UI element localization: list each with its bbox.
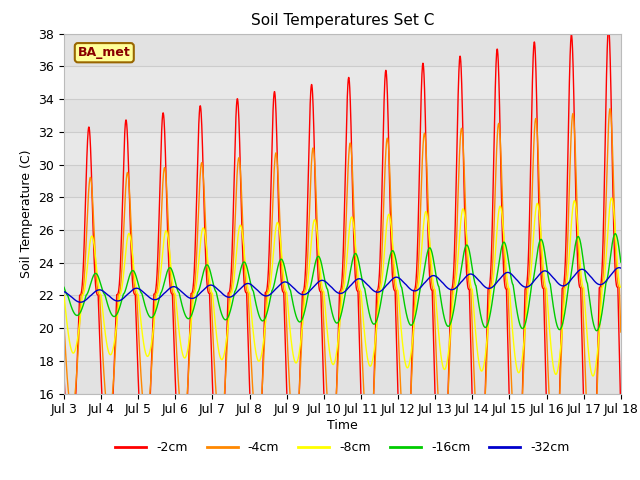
Title: Soil Temperatures Set C: Soil Temperatures Set C (251, 13, 434, 28)
Text: BA_met: BA_met (78, 46, 131, 59)
Bar (64, 165, 621, 197)
Bar (64, 99, 621, 132)
Bar (64, 230, 621, 263)
Bar (64, 295, 621, 328)
Y-axis label: Soil Temperature (C): Soil Temperature (C) (20, 149, 33, 278)
Bar (64, 34, 621, 66)
Legend: -2cm, -4cm, -8cm, -16cm, -32cm: -2cm, -4cm, -8cm, -16cm, -32cm (110, 436, 575, 459)
Bar (64, 361, 621, 394)
X-axis label: Time: Time (327, 419, 358, 432)
